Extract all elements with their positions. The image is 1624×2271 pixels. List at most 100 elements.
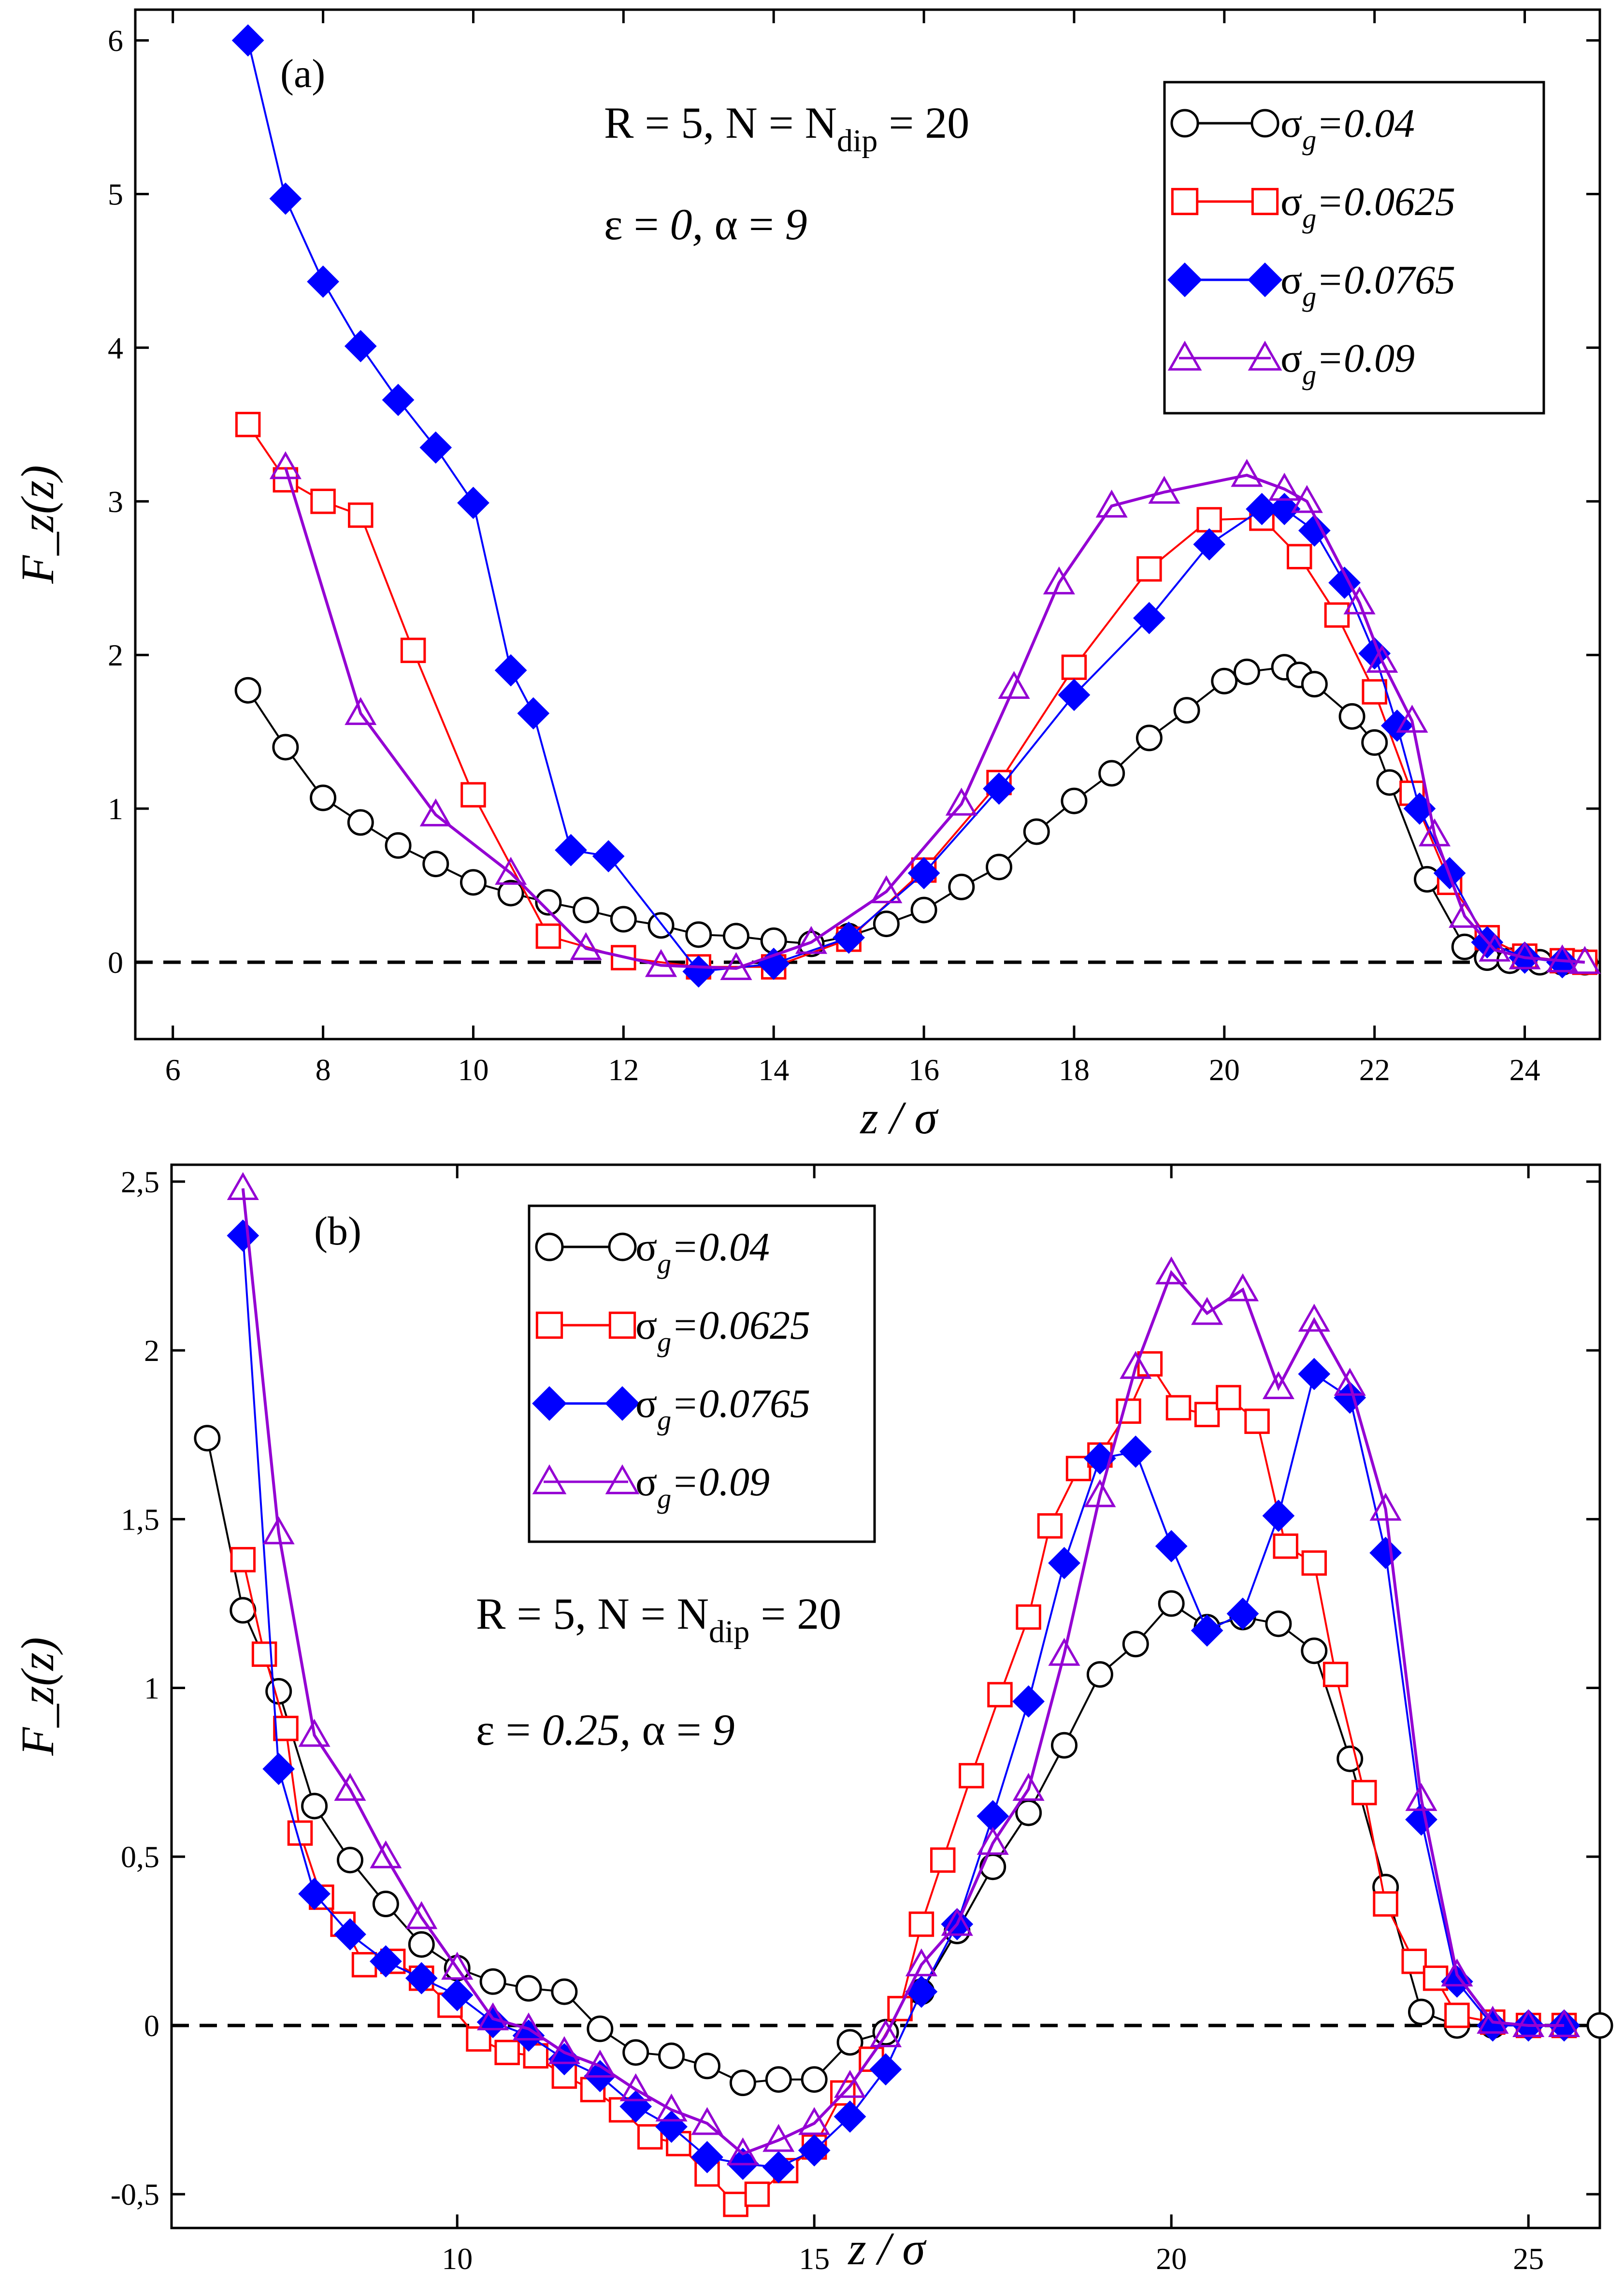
data-point (987, 1682, 1013, 1707)
data-point (1119, 1435, 1152, 1468)
data-point (1173, 697, 1200, 724)
legend-marker (1248, 262, 1282, 297)
data-point (655, 2093, 688, 2122)
legend-subscript: g (657, 1326, 671, 1358)
data-point (1231, 459, 1263, 487)
data-point (637, 2124, 663, 2150)
data-point (1291, 485, 1323, 513)
data-point (610, 906, 637, 933)
data-point (405, 1962, 438, 1995)
panel-label: (a) (280, 51, 325, 96)
annotation-part: ε = (604, 200, 670, 249)
legend-label: σg=0.09 (1280, 336, 1415, 391)
annotation-part: α = (704, 200, 785, 249)
data-point (460, 782, 486, 808)
parameter-annotation-line2: ε = 0, α = 9 (604, 200, 807, 249)
data-point (1165, 1395, 1192, 1421)
y-tick-label: 0,5 (121, 1840, 159, 1874)
data-point (1136, 556, 1162, 582)
y-tick-label: 2 (144, 1333, 159, 1368)
data-point (400, 637, 426, 663)
x-tick-label: 14 (758, 1053, 789, 1087)
data-point (685, 921, 712, 948)
legend-value: =0.04 (671, 1225, 770, 1270)
data-point (337, 1847, 363, 1874)
data-point (798, 2134, 831, 2167)
parameter-annotation-line1: R = 5, N = Ndip = 20 (604, 98, 969, 159)
data-point (1396, 705, 1428, 733)
data-point (645, 949, 677, 977)
legend-marker (532, 1464, 567, 1494)
annotation-part: R = 5, N = N (476, 1589, 709, 1638)
legend-box (528, 1204, 876, 1543)
x-tick-label: 12 (608, 1053, 639, 1087)
x-axis-title: z / σ (847, 2223, 927, 2271)
data-point (983, 772, 1015, 805)
data-point (622, 2039, 649, 2066)
data-point (227, 1219, 259, 1252)
data-point (405, 1901, 438, 1929)
legend-marker (1167, 262, 1202, 297)
data-point (1408, 1998, 1435, 2025)
y-tick-label: 1 (144, 1671, 159, 1706)
legend-subscript: g (657, 1404, 671, 1436)
data-point (419, 798, 452, 826)
data-point (1012, 1685, 1045, 1718)
data-point (460, 869, 487, 896)
data-point (834, 2100, 866, 2133)
data-point (930, 1847, 956, 1873)
data-point (301, 1793, 328, 1820)
data-point (494, 654, 527, 687)
data-point (1273, 1533, 1298, 1559)
data-point (1449, 899, 1481, 928)
x-axis-title: z / σ (859, 1092, 939, 1143)
legend-symbol: σ (1280, 258, 1302, 303)
data-point (1268, 473, 1301, 501)
data-point (573, 897, 600, 924)
data-point (370, 1840, 402, 1868)
data-point (1361, 729, 1388, 756)
data-point (762, 2151, 795, 2184)
data-point (1016, 1604, 1041, 1630)
data-point (1226, 1597, 1259, 1630)
data-point (1405, 1783, 1437, 1811)
data-point (382, 384, 415, 416)
annotation-part: R = 5, N = N (604, 98, 837, 147)
data-point (723, 2191, 748, 2217)
data-point (230, 1547, 256, 1573)
data-point (795, 926, 827, 954)
data-point (535, 923, 561, 949)
data-point (1324, 602, 1350, 628)
data-point (1366, 645, 1398, 673)
data-point (1369, 1492, 1402, 1521)
legend-value: =0.0765 (671, 1381, 810, 1426)
data-point (1155, 1256, 1188, 1285)
legend-item: σg=0.0625 (1171, 179, 1455, 234)
data-point (694, 2053, 720, 2080)
data-point (457, 487, 489, 519)
data-point (1413, 866, 1440, 893)
data-point (227, 1172, 259, 1200)
data-point (869, 2053, 902, 2086)
y-tick-label: 3 (108, 484, 123, 519)
data-point (1133, 602, 1165, 635)
data-point (658, 2042, 685, 2069)
legend-value: =0.09 (671, 1460, 770, 1504)
annotation-part: = 20 (749, 1589, 841, 1638)
data-point (1120, 1351, 1152, 1379)
data-point (370, 1945, 402, 1978)
data-point (1376, 769, 1403, 796)
data-point (727, 2137, 759, 2166)
data-point (272, 734, 299, 761)
legend-marker (1170, 109, 1199, 138)
data-point (1061, 787, 1088, 814)
data-point (945, 787, 977, 816)
data-point (1334, 1368, 1366, 1396)
data-point (422, 851, 449, 878)
data-point (1216, 1385, 1241, 1411)
data-point (1233, 658, 1260, 685)
legend-subscript: g (657, 1483, 671, 1514)
legend-marker (535, 1232, 564, 1261)
